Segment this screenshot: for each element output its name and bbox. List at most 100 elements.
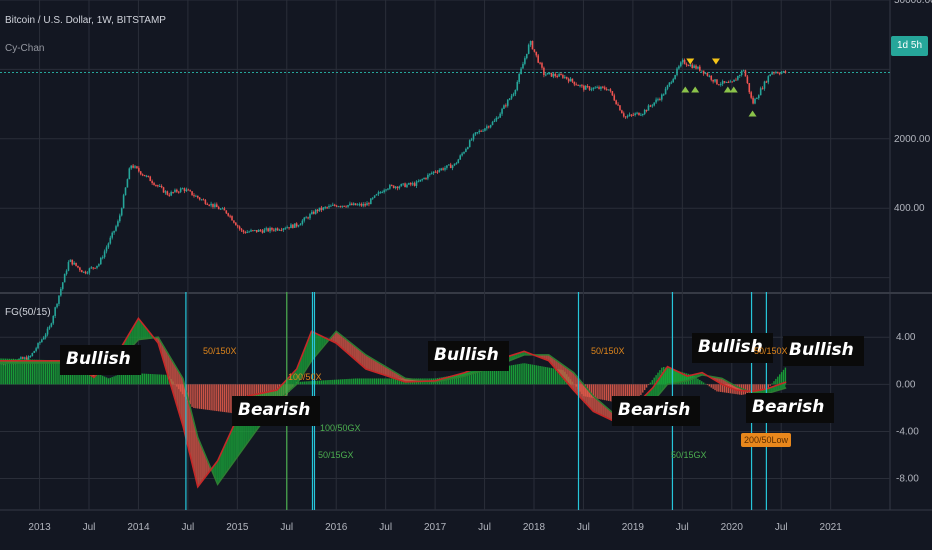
candle-body <box>301 220 304 225</box>
histogram-bar <box>634 384 636 403</box>
histogram-bar <box>111 377 113 385</box>
histogram-bar <box>459 374 461 385</box>
histogram-bar <box>27 359 30 385</box>
candle-body <box>400 183 403 187</box>
candle-body <box>134 166 136 168</box>
candle-body <box>470 139 473 141</box>
candle-body <box>314 209 317 214</box>
band-segment <box>585 387 588 406</box>
band-segment <box>564 366 567 383</box>
histogram-bar <box>29 359 32 385</box>
candle-body <box>638 112 640 116</box>
candle-body <box>489 124 492 128</box>
band-segment <box>340 334 343 349</box>
candle-body <box>35 348 37 351</box>
candle-body <box>349 203 351 206</box>
candle-body <box>284 228 287 230</box>
bullish-label-1: Bullish <box>60 345 141 375</box>
histogram-bar <box>756 384 758 393</box>
candle-body <box>379 192 382 194</box>
histogram-bar <box>529 364 532 385</box>
candle-body <box>107 243 110 248</box>
x-tick-label: Jul <box>83 522 96 533</box>
band-segment <box>224 441 227 475</box>
band-segment <box>220 450 223 481</box>
histogram-bar <box>619 384 621 404</box>
band-segment <box>597 399 600 415</box>
band-segment <box>608 409 611 420</box>
candle-body <box>535 51 538 56</box>
candle-body <box>778 73 781 75</box>
histogram-bar <box>721 384 724 393</box>
band-segment <box>281 383 284 398</box>
histogram-bar <box>630 384 633 406</box>
candle-body <box>643 109 646 114</box>
histogram-bar <box>301 381 304 385</box>
candle-body <box>449 164 452 169</box>
histogram-bar <box>166 374 169 385</box>
candle-body <box>575 84 578 86</box>
band-segment <box>659 374 662 394</box>
buy-marker <box>691 86 700 93</box>
band-segment <box>783 382 786 389</box>
histogram-bar <box>358 378 361 385</box>
candle-body <box>177 191 180 193</box>
x-tick-label: 2019 <box>622 522 645 533</box>
candle-body <box>505 105 507 107</box>
cross-label-50-15gx-2: 50/15GX <box>671 450 707 460</box>
candle-body <box>46 328 49 335</box>
osc-tick-label: 4.00 <box>896 332 916 343</box>
candle-body <box>556 76 559 78</box>
candle-body <box>109 237 112 244</box>
histogram-bar <box>503 366 505 385</box>
band-segment <box>561 363 563 378</box>
candle-body <box>240 228 243 231</box>
candle-body <box>111 232 114 238</box>
candle-body <box>389 185 391 189</box>
band-segment <box>654 382 657 401</box>
candle-body <box>640 114 642 116</box>
candle-body <box>44 334 47 338</box>
x-tick-label: 2016 <box>325 522 348 533</box>
candle-body <box>761 88 764 90</box>
cross-label-50-150x-3: 50/150X <box>754 346 788 356</box>
candle-body <box>428 173 431 175</box>
band-segment <box>673 369 676 384</box>
candle-body <box>322 207 325 210</box>
candle-body <box>160 185 163 188</box>
histogram-bar <box>453 375 456 385</box>
histogram-bar <box>193 384 195 409</box>
histogram-bar <box>155 374 157 385</box>
candle-body <box>560 74 562 76</box>
candle-body <box>529 41 532 45</box>
histogram-bar <box>761 384 764 391</box>
histogram-bar <box>364 378 366 385</box>
histogram-bar <box>109 377 111 385</box>
candle-body <box>48 326 51 329</box>
candle-body <box>689 64 692 66</box>
histogram-bar <box>372 378 374 385</box>
histogram-bar <box>328 380 330 385</box>
band-segment <box>135 320 137 344</box>
band-segment <box>368 356 371 371</box>
band-segment <box>199 441 202 485</box>
histogram-bar <box>697 378 699 385</box>
candle-body <box>79 267 81 271</box>
osc-tick-label: -8.00 <box>896 474 919 485</box>
candle-body <box>522 63 524 69</box>
candle-body <box>681 59 684 63</box>
candle-body <box>280 229 283 231</box>
candle-body <box>373 195 376 198</box>
candle-body <box>103 251 106 258</box>
candle-body <box>406 184 408 188</box>
candle-body <box>179 188 182 192</box>
band-segment <box>348 340 350 356</box>
band-segment <box>176 368 179 412</box>
candle-body <box>605 89 608 91</box>
band-segment <box>309 331 312 364</box>
study-title: Cy-Chan <box>5 43 45 54</box>
candle-body <box>579 85 581 87</box>
candle-body <box>695 65 697 69</box>
histogram-bar <box>470 372 473 385</box>
candle-body <box>562 75 564 78</box>
